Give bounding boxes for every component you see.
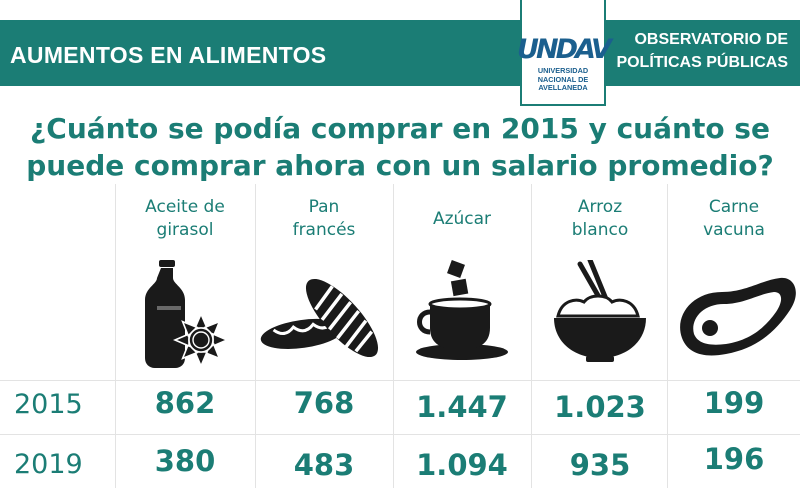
value-2019-carne: 196 [703,442,765,476]
university-logo: UNDAV UNIVERSIDAD NACIONAL DE AVELLANEDA [517,0,612,106]
value-2019-aceite: 380 [154,444,216,478]
rice-bowl-icon [532,260,668,370]
year-label-2019: 2019 [14,449,83,480]
column-header-line2: blanco [571,220,629,240]
column-header-arroz: Arroz blanco [532,196,668,242]
column-header-line2: francés [292,220,356,240]
value-2015-pan: 768 [293,386,355,420]
column-divider [115,184,116,488]
question-line2: puede comprar ahora con un salario prome… [26,149,774,182]
column-header-aceite: Aceite de girasol [117,196,253,242]
logo-subtitle-line1: UNIVERSIDAD [537,66,589,75]
value-2015-aceite: 862 [154,386,216,420]
logo-subtitle-line2: NACIONAL DE [537,74,589,84]
column-header-line2: vacuna [703,220,765,240]
coffee-cup-sugar-icon [394,260,530,370]
column-header-line1: Carne [708,197,760,217]
logo-subtitle: UNIVERSIDAD NACIONAL DE AVELLANEDA [537,66,589,93]
column-header-line1: Arroz [577,197,623,217]
bread-icon [256,260,392,370]
value-2019-azucar: 1.094 [416,448,508,482]
oil-bottle-sunflower-icon [117,260,253,370]
comparison-table: Aceite de girasol Pan francés Azúcar Arr… [0,184,800,488]
value-2019-pan: 483 [293,448,355,482]
logo-mark: UNDAV [517,34,612,65]
column-header-azucar: Azúcar [394,208,530,231]
column-divider [667,184,668,488]
value-2015-azucar: 1.447 [416,390,508,424]
header-title: AUMENTOS EN ALIMENTOS [10,41,327,68]
header-banner [0,20,800,86]
column-header-carne: Carne vacuna [668,196,800,242]
steak-icon [668,260,800,370]
value-2015-arroz: 1.023 [554,390,646,424]
column-header-line1: Azúcar [432,209,492,229]
column-header-pan: Pan francés [256,196,392,242]
column-divider [531,184,532,488]
column-divider [393,184,394,488]
value-2015-carne: 199 [703,386,765,420]
header-organization: OBSERVATORIO DE POLÍTICAS PÚBLICAS [608,28,788,74]
header-organization-line2: POLÍTICAS PÚBLICAS [616,54,788,71]
row-divider [0,434,800,435]
logo-subtitle-line3: AVELLANEDA [538,83,588,92]
row-divider [0,380,800,381]
column-header-line1: Aceite de [145,197,225,217]
header-organization-line1: OBSERVATORIO DE [634,31,788,48]
year-label-2015: 2015 [14,389,83,420]
column-header-line2: girasol [156,220,214,240]
question-line1: ¿Cuánto se podía comprar en 2015 y cuánt… [30,112,770,145]
question-heading: ¿Cuánto se podía comprar en 2015 y cuánt… [0,110,800,184]
value-2019-arroz: 935 [569,448,631,482]
column-divider [255,184,256,488]
column-header-line1: Pan [308,197,340,217]
